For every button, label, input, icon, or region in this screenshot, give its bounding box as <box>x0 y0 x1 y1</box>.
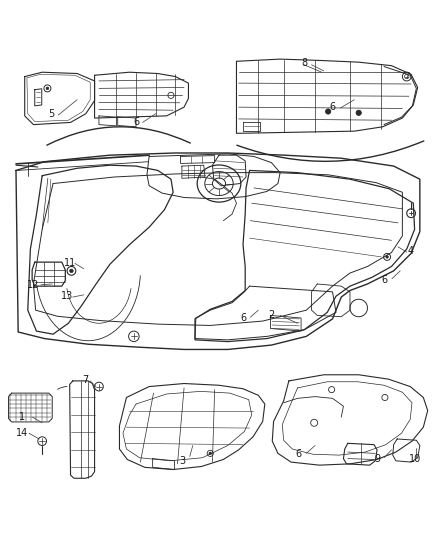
Text: 9: 9 <box>374 454 380 464</box>
Text: 7: 7 <box>82 375 88 385</box>
Text: 6: 6 <box>382 274 388 285</box>
Circle shape <box>70 269 73 272</box>
Circle shape <box>356 110 361 116</box>
Text: 8: 8 <box>301 59 307 68</box>
Text: 2: 2 <box>268 310 275 319</box>
Text: 12: 12 <box>27 280 39 290</box>
Text: 3: 3 <box>179 456 185 466</box>
Text: 6: 6 <box>240 313 246 323</box>
Text: 4: 4 <box>408 246 414 256</box>
Text: 11: 11 <box>64 259 76 269</box>
Text: 5: 5 <box>48 109 54 119</box>
Text: 14: 14 <box>15 429 28 438</box>
Text: 13: 13 <box>61 291 73 301</box>
Text: 10: 10 <box>410 454 422 464</box>
Circle shape <box>46 87 49 90</box>
Circle shape <box>386 256 389 258</box>
Circle shape <box>325 109 331 114</box>
Circle shape <box>209 452 212 455</box>
Text: 6: 6 <box>329 102 336 112</box>
Text: 6: 6 <box>133 117 139 126</box>
Text: 1: 1 <box>18 412 25 422</box>
Text: 6: 6 <box>295 449 301 459</box>
